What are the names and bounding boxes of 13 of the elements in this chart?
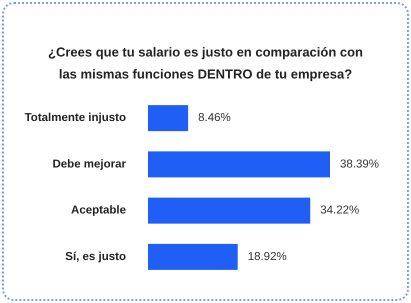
bar	[148, 198, 310, 224]
data-label: 34.22%	[320, 204, 360, 217]
y-tick-label: Totalmente injusto	[24, 112, 126, 124]
data-label: 38.39%	[340, 158, 380, 170]
y-tick-label: Aceptable	[71, 204, 126, 217]
y-tick-label: Debe mejorar	[52, 158, 127, 170]
bar	[148, 151, 330, 178]
y-tick-label: Sí, es justo	[65, 250, 126, 263]
data-label: 18.92%	[248, 250, 287, 263]
bar	[148, 244, 238, 270]
bar	[148, 105, 188, 132]
data-label: 8.46%	[198, 112, 231, 124]
chart-title: ¿Crees que tu salario es justo en comparación con las mismas funciones DENTRO de tu empresa?	[48, 44, 364, 82]
